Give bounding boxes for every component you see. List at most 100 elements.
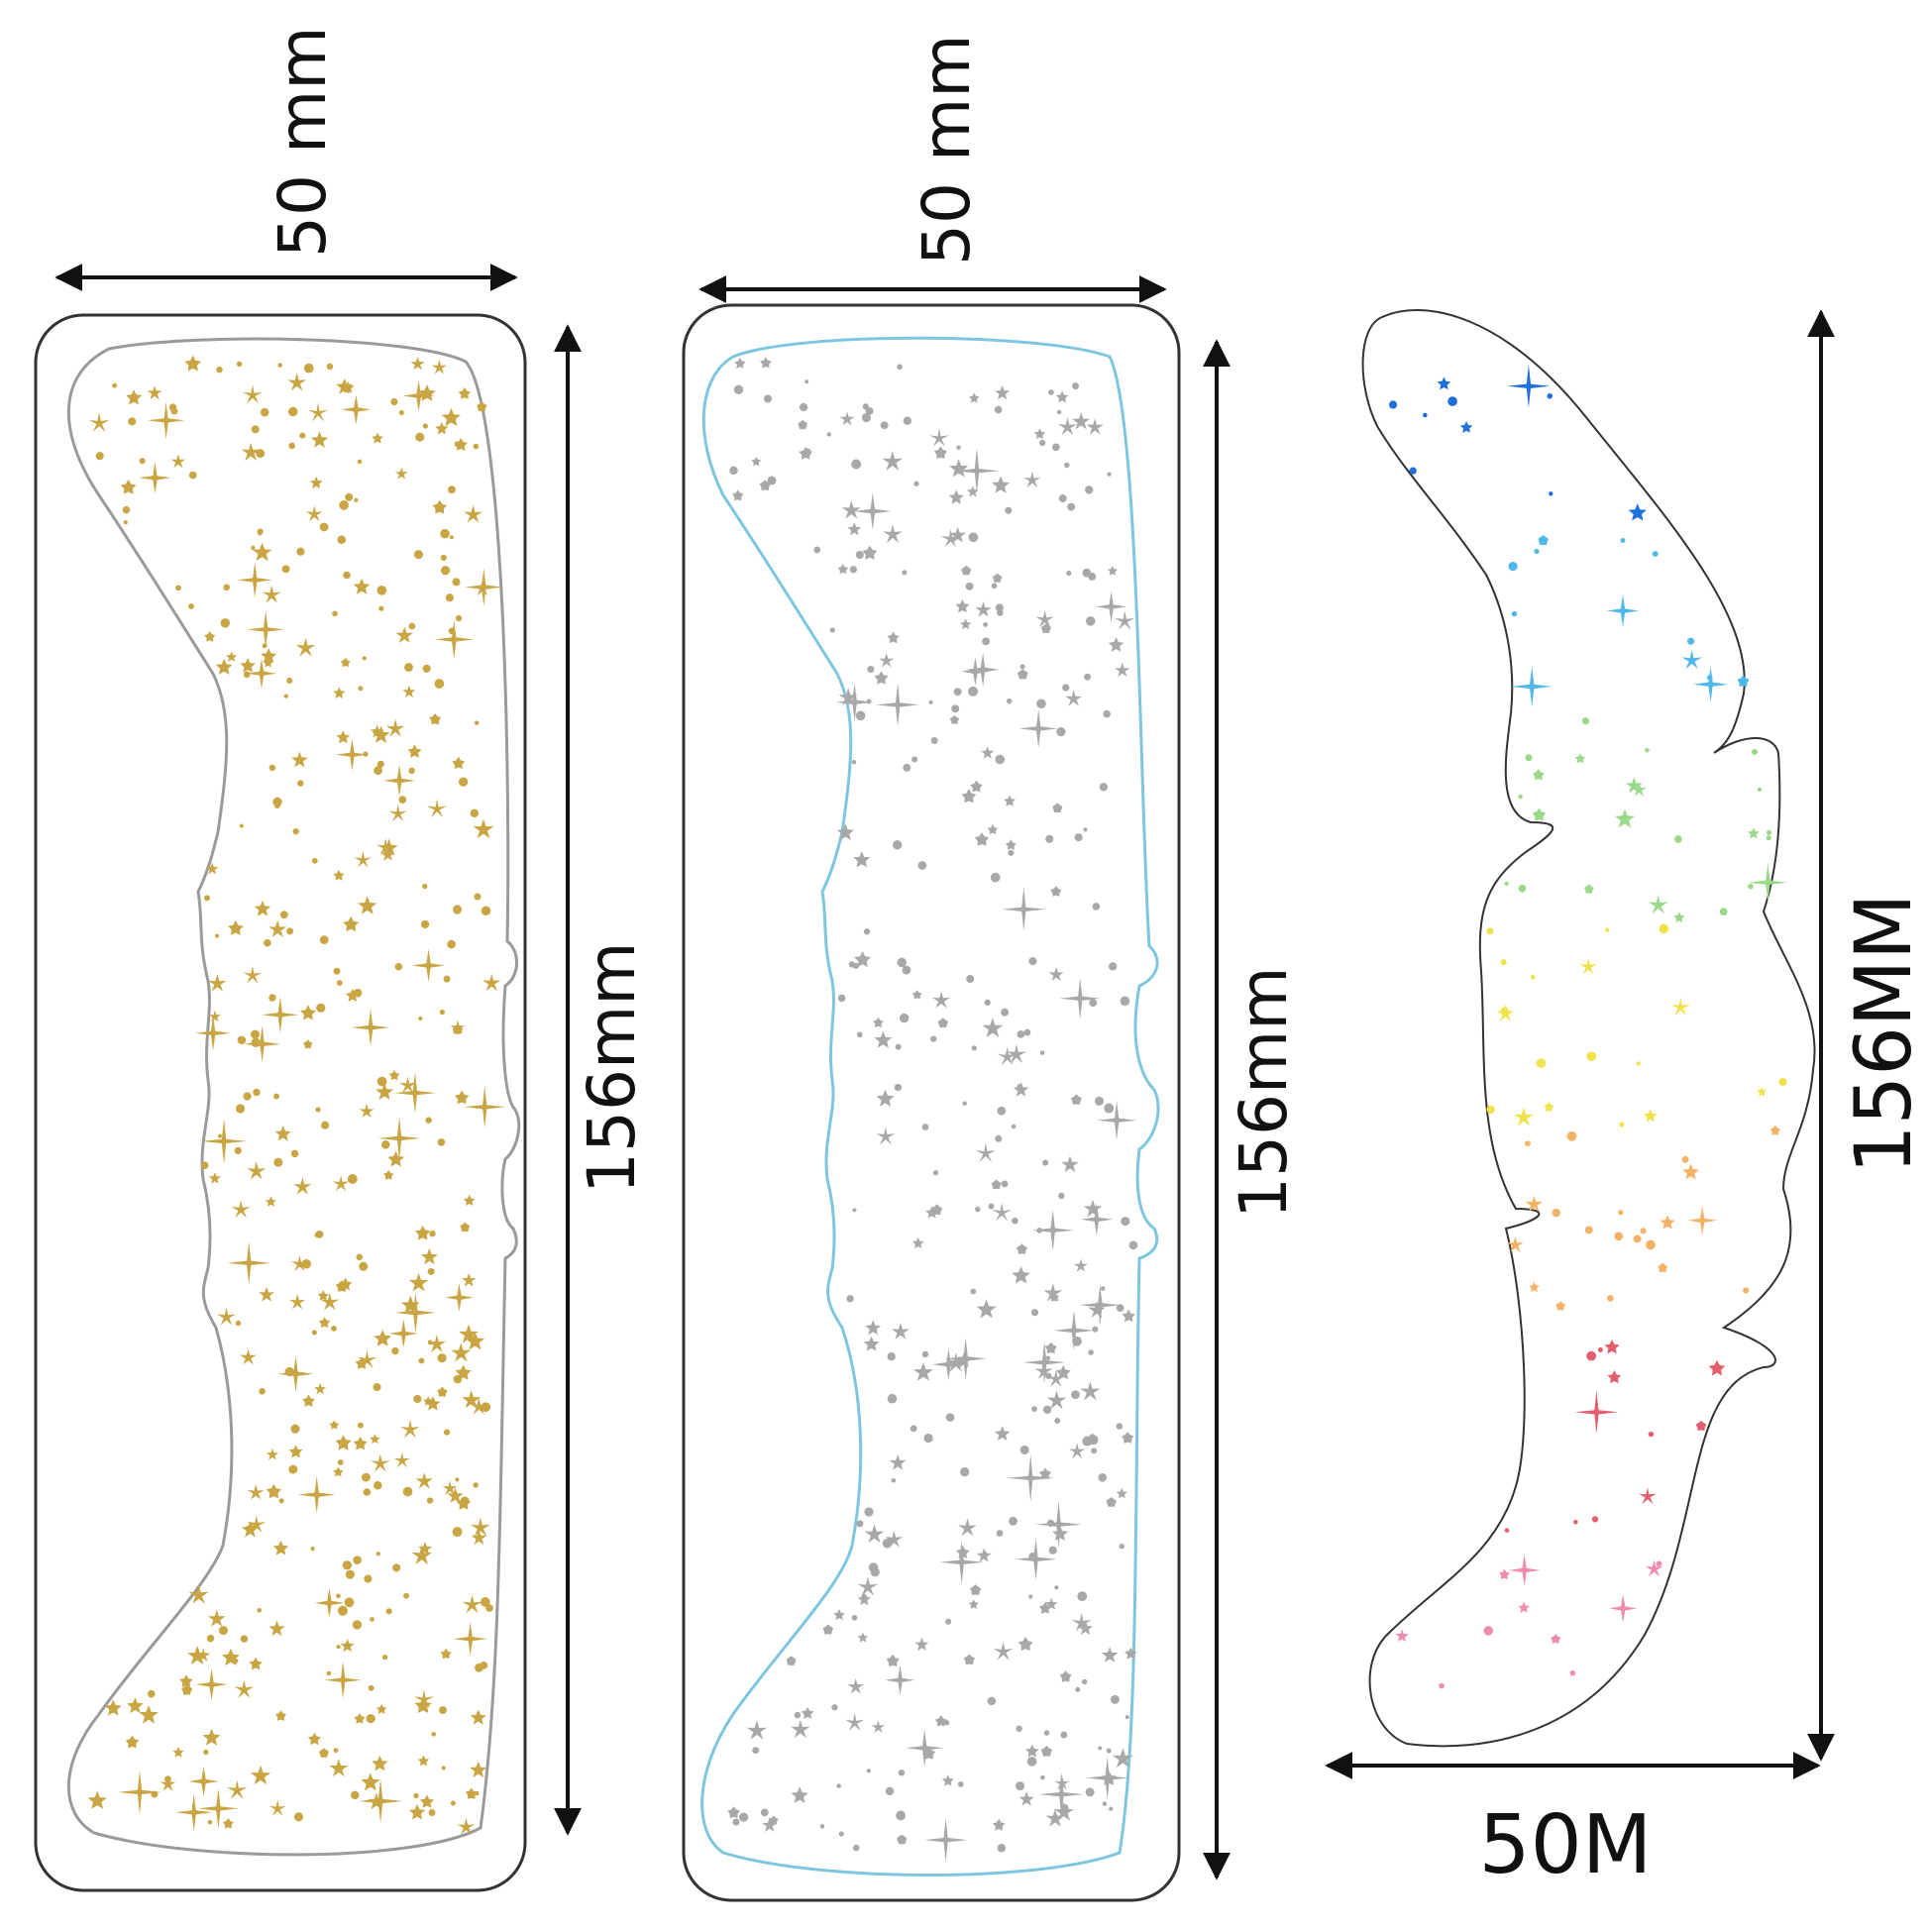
panel-rainbow-height-label: 156MM (1840, 894, 1928, 1174)
star-icon (357, 1349, 377, 1369)
sparkle-dot (987, 1696, 997, 1706)
star-icon (1057, 417, 1078, 436)
star-icon (1518, 1601, 1530, 1613)
sparkle-dot (968, 686, 979, 697)
star-icon (991, 1179, 1002, 1190)
sparkle-dot (422, 423, 429, 429)
star-icon (1086, 418, 1104, 435)
star-icon (732, 489, 744, 501)
sparkle-dot (243, 671, 251, 679)
sparkle-dot (443, 975, 451, 983)
sparkle-dot (836, 1783, 841, 1788)
sparkle-dot (351, 1790, 360, 1800)
star-icon (420, 1248, 438, 1265)
sparkle-dot (394, 962, 403, 971)
sparkle-dot (1081, 1678, 1088, 1685)
sparkle-icon (1692, 666, 1729, 702)
star-icon (228, 920, 244, 935)
star-icon (1748, 827, 1760, 839)
sparkle-dot (200, 1161, 209, 1169)
star-icon (948, 489, 964, 504)
sparkle-dot (95, 452, 104, 461)
star-icon (462, 1594, 482, 1614)
star-icon (1506, 1235, 1524, 1252)
sparkle-dot (1605, 927, 1610, 932)
star-icon (441, 407, 462, 427)
sparkle-dot (428, 1809, 436, 1816)
star-icon (1065, 690, 1083, 706)
star-icon (955, 599, 970, 613)
sparkle-dot (911, 756, 918, 763)
sparkle-dot (364, 1574, 373, 1583)
sparkle-dot (343, 571, 351, 580)
star-icon (1061, 1155, 1079, 1173)
star-icon (318, 1317, 331, 1328)
sparkle-dot (1017, 1029, 1025, 1038)
sparkle-dot (283, 694, 288, 698)
star-icon (302, 1394, 315, 1407)
star-icon (291, 751, 308, 768)
sparkle-dot (928, 699, 933, 704)
star-icon (380, 847, 395, 861)
sparkle-icon (1007, 1453, 1055, 1502)
star-icon (1395, 1629, 1409, 1642)
sparkle-dot (251, 1037, 261, 1047)
sparkle-dot (767, 476, 777, 485)
sparkle-dot (1121, 1217, 1130, 1227)
star-icon (287, 373, 307, 391)
star-icon (215, 658, 233, 675)
star-icon (889, 1454, 907, 1470)
star-icon (1078, 1620, 1094, 1636)
sparkle-dot (852, 1208, 857, 1213)
star-icon (956, 1546, 970, 1558)
sparkle-dot (422, 883, 428, 890)
star-icon (295, 637, 316, 657)
sparkle-dot (1486, 1105, 1495, 1115)
star-icon (914, 1637, 929, 1652)
star-icon (992, 573, 1003, 583)
sparkle-dot (278, 1498, 284, 1504)
sparkle-dot (804, 379, 809, 384)
star-icon (440, 1648, 452, 1660)
sparkle-dot (1058, 494, 1067, 502)
star-icon (949, 714, 960, 724)
star-icon (1101, 1771, 1117, 1785)
star-icon (847, 522, 862, 536)
sparkle-dot (358, 686, 364, 692)
sparkle-dot (1023, 1028, 1031, 1036)
sparkle-dot (481, 906, 491, 916)
sparkle-dot (268, 764, 276, 772)
star-icon (1023, 471, 1041, 487)
sparkle-dot (1530, 975, 1536, 980)
sparkle-dot (1120, 996, 1130, 1007)
sparkle-dot (321, 1121, 330, 1129)
sparkle-dot (445, 593, 454, 602)
sparkle-dot (1536, 1058, 1547, 1068)
sparkle-dot (288, 1464, 298, 1474)
sparkle-icon (954, 448, 1000, 493)
star-icon (355, 1356, 369, 1369)
star-icon (329, 1420, 340, 1430)
sparkle-dot (855, 550, 864, 560)
star-icon (1574, 753, 1586, 764)
sparkle-dot (1504, 881, 1509, 887)
star-icon (268, 919, 287, 937)
sparkle-dot (965, 582, 974, 590)
sparkle-dot (1107, 472, 1112, 477)
sparkle-dot (862, 403, 869, 410)
star-icon (1006, 1043, 1027, 1064)
sparkle-dot (1040, 1774, 1045, 1780)
sparkle-dot (1757, 787, 1763, 793)
star-icon (87, 1790, 107, 1809)
sparkle-dot (366, 1713, 375, 1724)
sparkle-dot (413, 1792, 419, 1799)
star-icon (354, 1713, 366, 1724)
star-icon (1532, 807, 1547, 821)
sparkle-dot (1597, 1346, 1603, 1352)
sparkle-dot (315, 1231, 324, 1238)
sparkle-dot (1089, 1434, 1096, 1440)
star-icon (243, 965, 263, 984)
sparkle-icon (906, 1729, 944, 1768)
sparkle-dot (1098, 1473, 1108, 1482)
